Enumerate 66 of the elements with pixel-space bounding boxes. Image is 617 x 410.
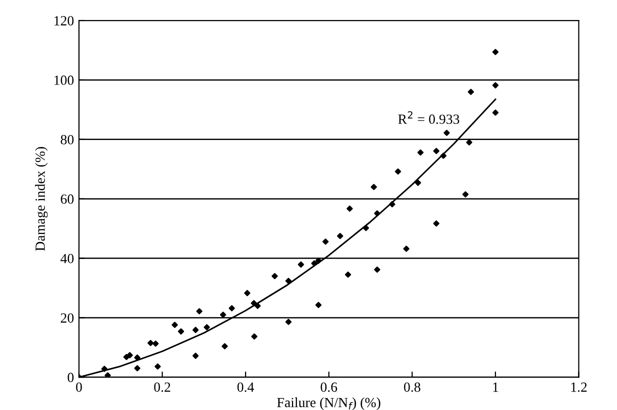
- point: [374, 266, 380, 273]
- x-tick-label: 1: [493, 382, 498, 392]
- point: [134, 365, 140, 372]
- point: [172, 322, 178, 328]
- point: [192, 326, 199, 334]
- point: [196, 308, 202, 314]
- point: [192, 352, 199, 359]
- point: [285, 318, 292, 326]
- point: [222, 343, 228, 350]
- point: [134, 354, 140, 361]
- x-tick-label: 0.2: [154, 382, 170, 392]
- point: [251, 333, 258, 340]
- point: [462, 191, 469, 198]
- point: [337, 232, 344, 240]
- point: [285, 278, 292, 284]
- point: [154, 363, 161, 370]
- y-tick-label: 80: [60, 134, 74, 144]
- point: [228, 305, 235, 312]
- point: [104, 372, 111, 378]
- point: [272, 273, 278, 280]
- point: [152, 340, 159, 347]
- point: [403, 246, 410, 252]
- y-tick-label: 0: [68, 372, 74, 382]
- point: [344, 272, 352, 278]
- point: [492, 48, 499, 56]
- x-tick-label: 1.2: [571, 382, 587, 392]
- point: [244, 290, 250, 296]
- point: [220, 312, 226, 318]
- point: [492, 82, 499, 88]
- point: [444, 130, 450, 136]
- point: [298, 261, 304, 268]
- point: [126, 352, 133, 358]
- y-tick-label: 20: [60, 313, 74, 323]
- point: [315, 302, 322, 308]
- y-tick-label: 100: [54, 76, 74, 85]
- point: [101, 366, 108, 372]
- point: [433, 148, 440, 154]
- point: [315, 258, 322, 264]
- point: [346, 206, 353, 212]
- point: [148, 340, 154, 346]
- point: [468, 88, 474, 95]
- point: [204, 324, 210, 330]
- point: [362, 224, 370, 232]
- x-tick-label: 0.8: [404, 382, 420, 392]
- point: [440, 152, 446, 159]
- point: [370, 184, 377, 190]
- point: [492, 110, 499, 116]
- x-tick-label: 0.4: [237, 382, 254, 392]
- x-tick-label: 0.6: [320, 382, 338, 392]
- annotation: R$^{2}$ = 0.933: [398, 111, 460, 124]
- point: [394, 168, 402, 175]
- y-axis-title: Damage index (%): [35, 147, 48, 251]
- point: [433, 220, 440, 227]
- point: [389, 201, 396, 208]
- point: [250, 300, 257, 306]
- y-tick-label: 60: [60, 194, 74, 204]
- x-axis-title: Failure (N/N$_{f}$) (%): [277, 397, 380, 410]
- point: [414, 180, 422, 186]
- x-tick-label: 0: [76, 382, 82, 392]
- point: [322, 238, 329, 245]
- y-tick-label: 40: [60, 254, 74, 264]
- point: [311, 260, 318, 266]
- point: [178, 328, 184, 335]
- point: [417, 149, 424, 156]
- point: [374, 210, 380, 217]
- y-tick-label: 120: [54, 16, 74, 26]
